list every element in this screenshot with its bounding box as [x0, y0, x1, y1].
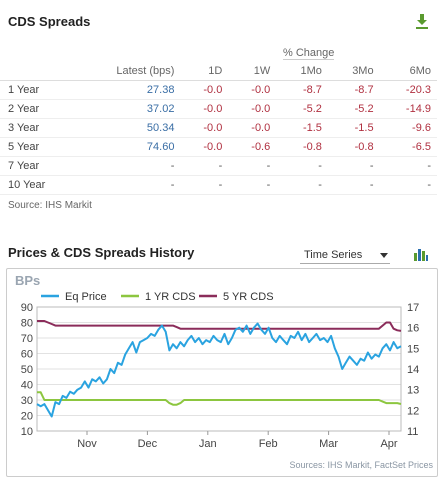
- bar-chart-icon[interactable]: [413, 246, 429, 262]
- col-3mo: 3Mo: [327, 62, 380, 81]
- y-right-tick-label: 16: [407, 323, 419, 335]
- y-right-tick-label: 14: [407, 364, 419, 376]
- y-left-tick-label: 60: [21, 349, 33, 361]
- y-left-tick-label: 80: [21, 318, 33, 330]
- table-row: 2 Year 37.02 -0.0 -0.0 -5.2 -5.2 -14.9: [0, 99, 437, 119]
- x-tick-label: Apr: [380, 438, 397, 450]
- table-row: 10 Year - - - - - -: [0, 175, 437, 195]
- series-line-5-yr-cds: [37, 320, 402, 332]
- legend-label: 1 YR CDS: [145, 291, 196, 303]
- y-right-tick-label: 12: [407, 405, 419, 417]
- x-tick-label: Mar: [319, 438, 338, 450]
- pct-change-header: % Change: [283, 47, 335, 60]
- col-latest: Latest (bps): [72, 62, 181, 81]
- series-line-eq-price: [36, 322, 402, 418]
- col-1d: 1D: [180, 62, 229, 81]
- cds-spreads-title: CDS Spreads: [8, 14, 91, 29]
- y-left-tick-label: 10: [21, 426, 33, 438]
- history-title: Prices & CDS Spreads History: [8, 245, 195, 260]
- cds-spreads-table: % Change Latest (bps) 1D 1W 1Mo 3Mo 6Mo …: [0, 44, 437, 195]
- col-1w: 1W: [228, 62, 277, 81]
- col-6mo: 6Mo: [379, 62, 437, 81]
- x-tick-label: Dec: [138, 438, 158, 450]
- y-right-tick-label: 15: [407, 343, 419, 355]
- x-tick-label: Nov: [77, 438, 97, 450]
- x-tick-label: Feb: [259, 438, 278, 450]
- x-tick-label: Jan: [199, 438, 217, 450]
- y-right-tick-label: 17: [407, 302, 419, 314]
- col-1mo: 1Mo: [276, 62, 328, 81]
- series-line-1-yr-cds: [37, 391, 402, 406]
- legend-label: Eq Price: [65, 291, 107, 303]
- download-icon[interactable]: [415, 14, 429, 30]
- y-left-tick-label: 20: [21, 411, 33, 423]
- view-select-value: Time Series: [304, 249, 363, 261]
- cds-source-note: Source: IHS Markit: [8, 200, 92, 211]
- history-chart-frame: BPs Eq Price 1 YR CDS 5 YR CDS 10 20 30 40 50 6…: [6, 268, 438, 477]
- view-select[interactable]: Time Series: [300, 247, 390, 264]
- y-left-tick-label: 90: [21, 302, 33, 314]
- chevron-down-icon: [380, 253, 388, 258]
- y-left-tick-label: 50: [21, 364, 33, 376]
- plot-area: [36, 306, 402, 432]
- table-row: 3 Year 50.34 -0.0 -0.0 -1.5 -1.5 -9.6: [0, 118, 437, 138]
- history-chart: BPs Eq Price 1 YR CDS 5 YR CDS 10 20 30 40 50 6…: [15, 273, 433, 470]
- chart-title: BPs: [15, 273, 40, 288]
- table-row: 5 Year 74.60 -0.0 -0.6 -0.8 -0.8 -6.5: [0, 137, 437, 157]
- table-row: 1 Year 27.38 -0.0 -0.0 -8.7 -8.7 -20.3: [0, 80, 437, 100]
- y-left-tick-label: 40: [21, 380, 33, 392]
- y-left-tick-label: 30: [21, 395, 33, 407]
- chart-source-note: Sources: IHS Markit, FactSet Prices: [289, 460, 433, 470]
- y-right-tick-label: 13: [407, 385, 419, 397]
- legend-label: 5 YR CDS: [223, 291, 274, 303]
- y-left-tick-label: 70: [21, 333, 33, 345]
- table-row: 7 Year - - - - - -: [0, 156, 437, 176]
- y-right-tick-label: 11: [407, 426, 418, 438]
